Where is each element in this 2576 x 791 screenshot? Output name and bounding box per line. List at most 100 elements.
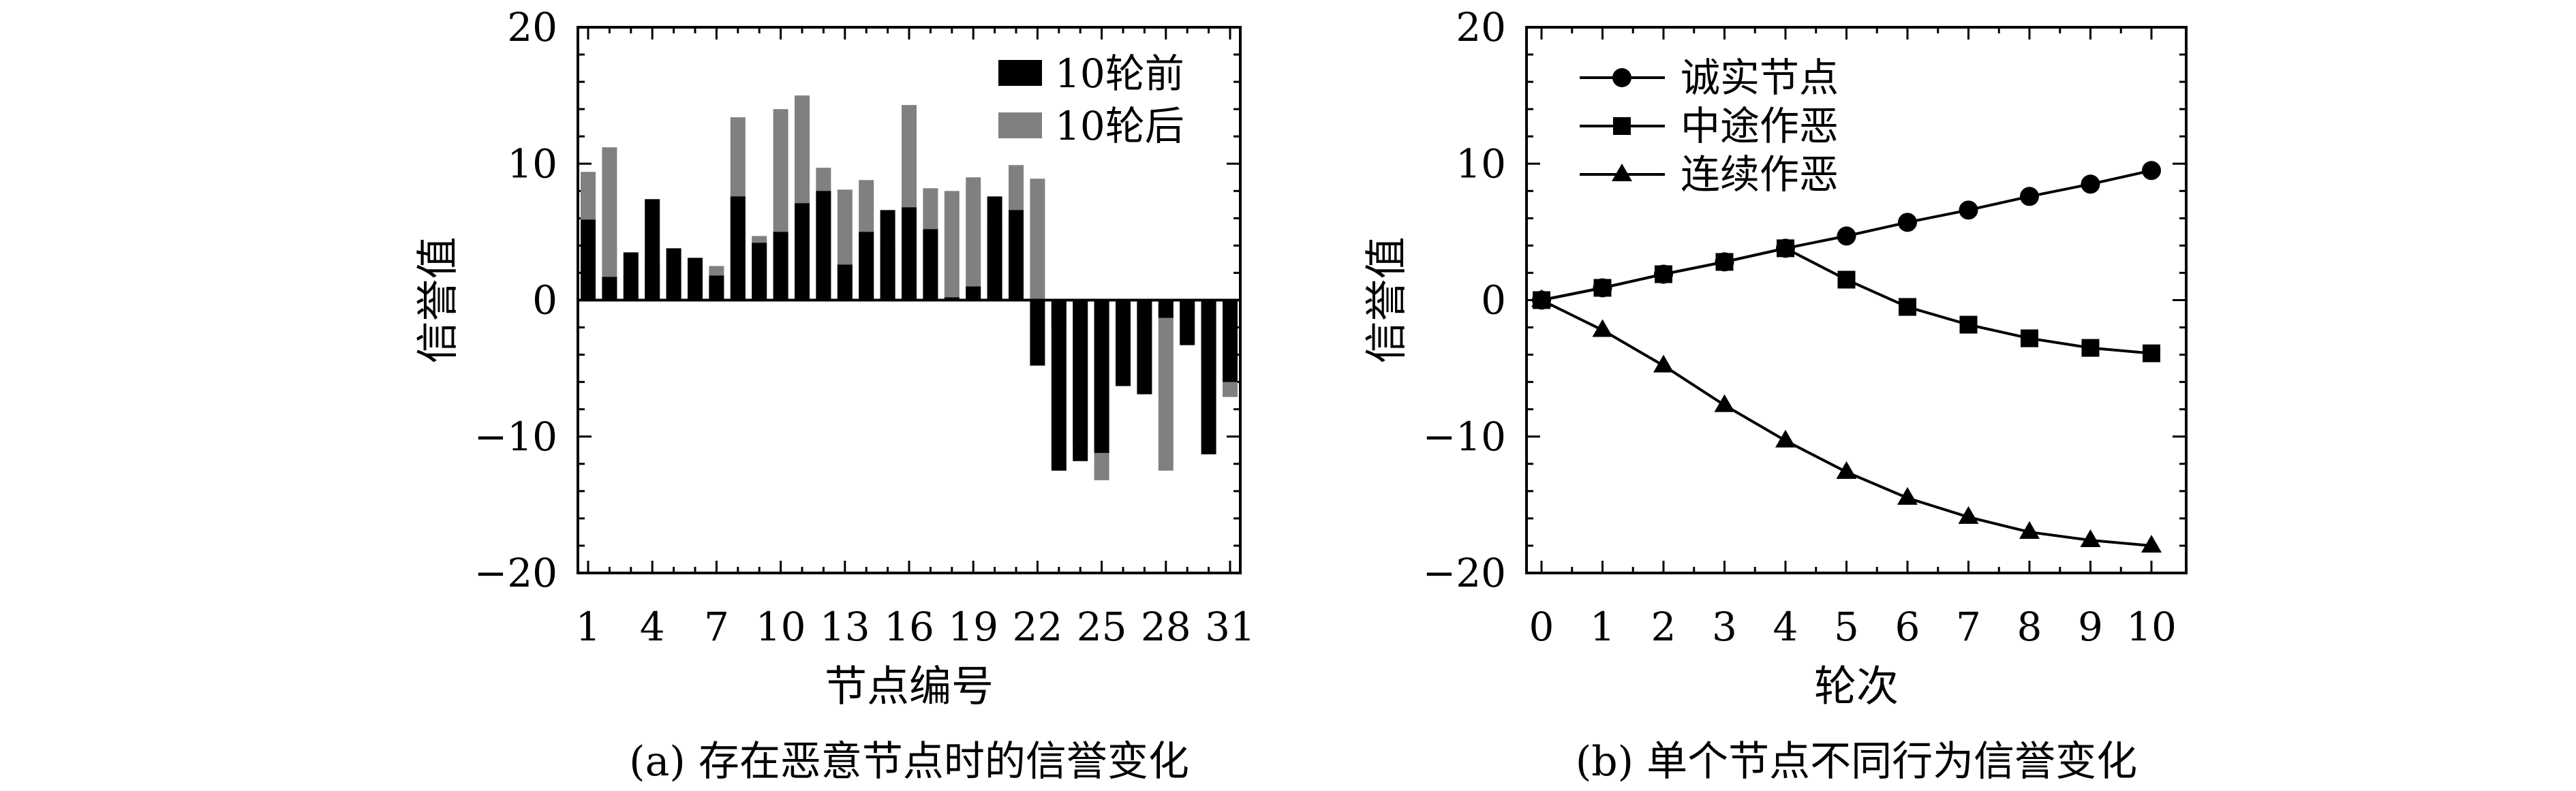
point-square (1593, 279, 1612, 297)
bar-before (752, 243, 767, 300)
chart-b: 20 10 0 −10 −20 0 1 2 3 4 5 6 7 8 9 10 诚实节点 中途作恶 连… (1362, 4, 2188, 786)
point-square (1655, 265, 1672, 283)
bar-after (966, 177, 981, 300)
bar-before (773, 232, 788, 300)
chart-b-ytick-label: −10 (1423, 414, 1506, 460)
chart-b-xtick-label: 2 (1651, 604, 1676, 650)
point-triangle (1775, 429, 1796, 448)
chart-a-ytick-label: 0 (532, 277, 557, 324)
point-triangle (2080, 529, 2101, 547)
bar-before (1223, 300, 1238, 382)
bar-before (623, 252, 639, 300)
legend-marker-square (1613, 117, 1631, 135)
chart-b-legend: 诚实节点 中途作恶 连续作恶 (1580, 55, 1839, 198)
bar-before (581, 219, 596, 300)
legend-label-continuous: 连续作恶 (1681, 151, 1839, 198)
chart-b-ytick-label: 20 (1456, 4, 1506, 50)
chart-a-ytick-label: 10 (507, 140, 557, 187)
chart-a-xtick-label: 10 (756, 604, 806, 650)
point-square (2081, 339, 2100, 357)
point-square (1899, 298, 1916, 316)
bar-before (859, 232, 874, 300)
chart-b-xtick-label: 4 (1773, 604, 1798, 650)
chart-b-xtick-label: 0 (1529, 604, 1554, 650)
chart-a-xtick-labels: 1 4 7 10 13 16 19 22 25 28 31 (576, 604, 1255, 650)
chart-b-xtick-label: 10 (2126, 604, 2177, 650)
bar-before (1180, 300, 1195, 345)
point-circle (2020, 187, 2039, 206)
bar-before (1030, 300, 1045, 366)
bar-before (795, 203, 810, 300)
chart-b-ytick-label: 0 (1481, 277, 1506, 324)
chart-b-xtick-label: 5 (1834, 604, 1859, 650)
bar-before (602, 277, 617, 300)
bar-before (645, 199, 660, 300)
point-circle (1898, 213, 1917, 232)
bar-after (602, 147, 617, 300)
bar-before (966, 286, 981, 300)
point-square (1777, 239, 1794, 258)
chart-a-xtick-label: 16 (884, 604, 934, 650)
chart-a-xlabel: 节点编号 (825, 662, 994, 711)
chart-a-ytick-label: −10 (474, 414, 557, 460)
chart-a-ytick-labels: 20 10 0 −10 −20 (474, 4, 557, 596)
chart-b-ytick-label: 10 (1456, 140, 1506, 187)
legend-label-honest: 诚实节点 (1681, 55, 1839, 101)
bar-before (816, 191, 831, 300)
bar-before (1158, 300, 1174, 318)
point-triangle (1714, 394, 1735, 412)
bar-before (1009, 210, 1024, 300)
point-circle (1959, 200, 1978, 220)
point-triangle (2141, 534, 2162, 553)
point-circle (2081, 174, 2100, 194)
point-triangle (1531, 289, 1552, 307)
legend-swatch-after (998, 112, 1042, 138)
bar-before (688, 258, 703, 300)
chart-a: 20 10 0 −10 −20 1 4 7 10 13 16 19 22 25 28 31 10轮前… (413, 4, 1255, 786)
chart-b-markers (1531, 161, 2162, 553)
chart-a-ytick-label: 20 (507, 4, 557, 50)
chart-b-frame (1525, 26, 2188, 574)
chart-b-xtick-label: 1 (1590, 604, 1615, 650)
legend-swatch-before (998, 60, 1042, 86)
chart-b-xtick-label: 9 (2078, 604, 2103, 650)
bar-before (730, 196, 746, 300)
chart-b-ytick-labels: 20 10 0 −10 −20 (1423, 4, 1506, 596)
chart-a-xtick-label: 13 (820, 604, 870, 650)
chart-a-ytick-label: −20 (474, 550, 557, 596)
bar-after (1158, 300, 1174, 471)
point-circle (1837, 226, 1856, 246)
legend-marker-triangle (1612, 164, 1632, 181)
chart-b-ytick-label: −20 (1423, 550, 1506, 596)
bar-before (944, 297, 960, 300)
chart-b-ticks (1527, 26, 2186, 574)
chart-b-xtick-label: 6 (1895, 604, 1920, 650)
point-triangle (1897, 486, 1918, 505)
bar-before (709, 275, 724, 300)
point-triangle (2019, 521, 2040, 539)
bar-before (902, 207, 917, 300)
legend-label-after: 10轮后 (1055, 103, 1184, 149)
point-square (2143, 344, 2160, 362)
point-square (1837, 270, 1856, 289)
chart-b-xtick-label: 3 (1712, 604, 1737, 650)
bar-before (837, 264, 853, 300)
bar-after (1030, 179, 1045, 300)
point-triangle (1653, 354, 1674, 373)
chart-a-ylabel: 信誉值 (413, 236, 463, 363)
bar-before (987, 196, 1002, 300)
chart-a-xtick-label: 7 (704, 604, 729, 650)
chart-a-xtick-label: 1 (576, 604, 601, 650)
point-square (1715, 253, 1734, 271)
bar-before (1073, 300, 1088, 461)
chart-b-xtick-labels: 0 1 2 3 4 5 6 7 8 9 10 (1529, 604, 2177, 650)
legend-label-before: 10轮前 (1055, 50, 1184, 97)
chart-a-legend: 10轮前 10轮后 (998, 50, 1184, 149)
bar-before (880, 210, 895, 300)
bar-before (1201, 300, 1216, 454)
chart-a-bars (581, 95, 1238, 480)
chart-a-caption: (a) 存在恶意节点时的信誉变化 (629, 738, 1189, 786)
bar-after (944, 191, 960, 300)
chart-b-xtick-label: 7 (1956, 604, 1981, 650)
series-line-square (1541, 247, 2152, 355)
